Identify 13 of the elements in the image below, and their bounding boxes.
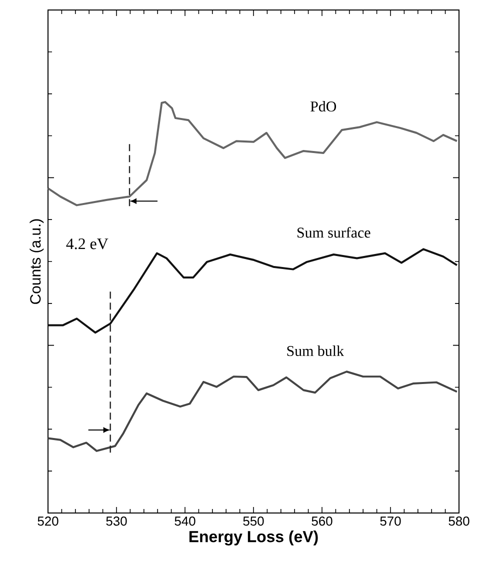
series-label: PdO	[310, 101, 336, 112]
annotation: 4.2 eV	[66, 238, 108, 250]
series-label: Sum surface	[298, 227, 370, 238]
x-tick-label: 580	[448, 516, 470, 526]
x-tick-label: 540	[174, 516, 196, 526]
x-axis-title: Energy Loss (eV)	[189, 530, 318, 546]
series-label: Sum bulk	[287, 346, 344, 356]
x-tick-label: 520	[38, 516, 58, 526]
x-tick-label: 560	[312, 516, 332, 526]
x-tick-label: 570	[380, 516, 401, 526]
x-tick-label: 550	[243, 516, 264, 526]
y-axis-title: Counts (a.u.)	[30, 219, 44, 304]
x-tick-label: 530	[106, 516, 127, 526]
